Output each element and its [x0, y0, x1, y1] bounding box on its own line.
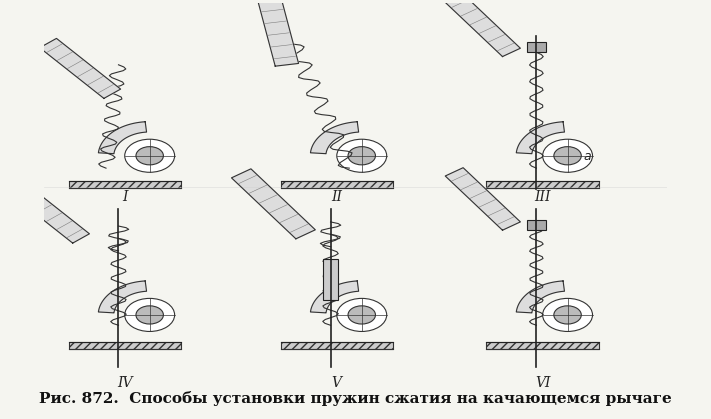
Polygon shape [516, 122, 565, 154]
Polygon shape [311, 281, 358, 313]
Polygon shape [40, 39, 121, 98]
Polygon shape [256, 0, 299, 66]
Bar [527, 220, 546, 230]
Polygon shape [445, 0, 520, 57]
Circle shape [337, 139, 387, 172]
Circle shape [554, 306, 582, 324]
Bar [281, 342, 393, 349]
Text: VI: VI [535, 376, 550, 390]
Circle shape [348, 147, 375, 165]
Text: V: V [332, 376, 342, 390]
Circle shape [348, 306, 375, 324]
Circle shape [124, 298, 175, 331]
Text: I: I [122, 190, 127, 204]
Polygon shape [232, 169, 315, 239]
Text: a: a [583, 150, 591, 163]
Polygon shape [98, 281, 146, 313]
Bar [527, 42, 546, 52]
Bar [281, 181, 393, 188]
Bar [486, 342, 599, 349]
Circle shape [337, 298, 387, 331]
Bar [68, 342, 181, 349]
Bar [68, 181, 181, 188]
Circle shape [554, 147, 582, 165]
Circle shape [542, 298, 592, 331]
Circle shape [542, 139, 592, 172]
Circle shape [124, 139, 175, 172]
Polygon shape [516, 281, 565, 313]
Text: III: III [535, 190, 551, 204]
Bar [486, 181, 599, 188]
Circle shape [136, 147, 164, 165]
Text: II: II [331, 190, 342, 204]
Text: Рис. 872.  Способы установки пружин сжатия на качающемся рычаге: Рис. 872. Способы установки пружин сжати… [39, 391, 672, 406]
Polygon shape [311, 122, 358, 154]
Polygon shape [9, 183, 90, 243]
Bar [323, 259, 338, 300]
Circle shape [136, 306, 164, 324]
Polygon shape [98, 122, 146, 154]
Text: IV: IV [117, 376, 132, 390]
Polygon shape [445, 168, 520, 230]
